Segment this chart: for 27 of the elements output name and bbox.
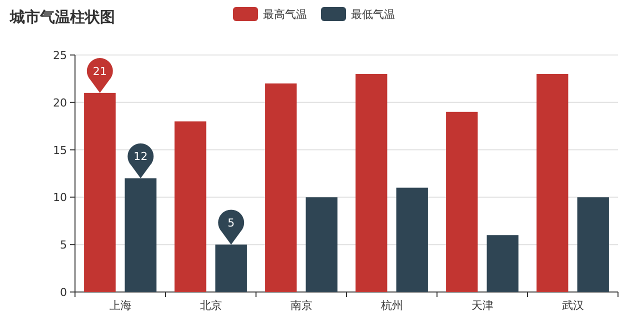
y-tick-label: 25	[53, 49, 67, 62]
bar	[174, 121, 206, 292]
x-tick-label: 天津	[471, 299, 494, 312]
bar	[486, 235, 518, 292]
y-tick-label: 15	[53, 144, 67, 157]
bar	[356, 74, 388, 292]
bar	[536, 74, 568, 292]
y-tick-label: 10	[53, 191, 67, 204]
y-tick-label: 20	[53, 96, 67, 110]
legend-label: 最低气温	[351, 8, 395, 21]
x-tick-label: 北京	[200, 299, 222, 312]
bar	[265, 83, 297, 292]
x-tick-label: 杭州	[380, 299, 403, 312]
bar	[396, 188, 428, 292]
bar	[446, 112, 478, 292]
annotation: 12	[134, 150, 148, 164]
annotation: 5	[228, 216, 235, 230]
chart-title: 城市气温柱状图	[9, 8, 115, 26]
legend-label: 最高气温	[263, 8, 307, 21]
bar	[306, 197, 338, 292]
y-tick-label: 0	[60, 286, 67, 299]
x-tick-label: 武汉	[562, 299, 584, 312]
x-tick-label: 南京	[290, 299, 312, 312]
x-tick-label: 上海	[109, 299, 132, 312]
annotation: 21	[92, 64, 107, 78]
bar	[577, 197, 609, 292]
y-tick-label: 5	[60, 238, 67, 252]
